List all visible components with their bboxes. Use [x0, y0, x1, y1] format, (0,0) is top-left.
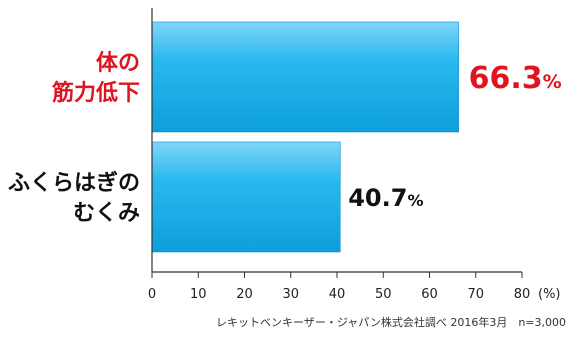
x-tick-label-20: 20	[236, 287, 253, 302]
value-label-1: 66.3%	[469, 61, 562, 96]
x-tick-label-70: 70	[467, 287, 484, 302]
bar-2	[151, 141, 341, 253]
x-tick-label-10: 10	[190, 287, 207, 302]
category-label-line: むくみ	[73, 201, 140, 226]
category-label-line: 体の	[96, 51, 140, 76]
value-label-2: 40.7%	[348, 184, 423, 212]
bar-1	[151, 21, 459, 133]
source-note: レキットベンキーザー・ジャパン株式会社調べ 2016年3月 n=3,000	[216, 315, 566, 329]
category-label-line: ふくらはぎの	[8, 170, 140, 196]
x-axis-unit: (%)	[538, 287, 561, 302]
x-tick-label-80: 80	[514, 287, 531, 302]
x-tick-label-30: 30	[282, 287, 299, 302]
x-tick-label-0: 0	[148, 287, 156, 302]
x-tick-label-60: 60	[421, 287, 438, 302]
x-tick-label-40: 40	[329, 287, 346, 302]
x-tick-label-50: 50	[375, 287, 392, 302]
category-label-line: 筋力低下	[51, 80, 140, 106]
